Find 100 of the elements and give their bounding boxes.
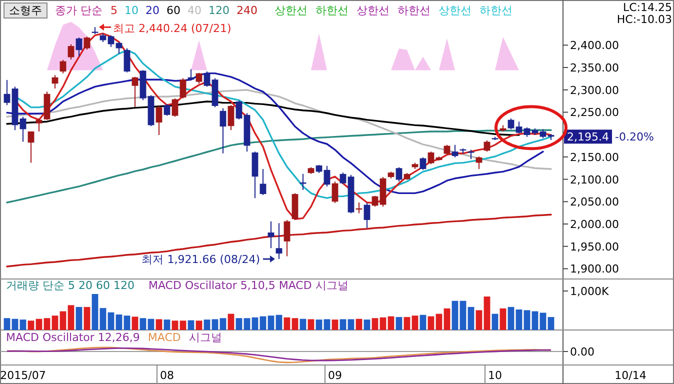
y-tick-label: 1,950.00: [570, 240, 619, 254]
x-tick-label: 2015/07: [0, 369, 46, 382]
bar: [188, 320, 194, 330]
bar: [332, 320, 338, 330]
bar: [324, 319, 330, 330]
y-tick-label: 2,400.00: [570, 39, 619, 52]
bar: [132, 316, 138, 330]
bar: [404, 317, 410, 330]
y-tick-label: 2,250.00: [570, 106, 619, 120]
bar: [76, 306, 82, 330]
bar: [364, 320, 370, 330]
bar: [196, 320, 202, 330]
bar: [124, 316, 130, 330]
text: LC:14.25: [622, 1, 672, 14]
bar: [412, 316, 418, 330]
bar: [252, 317, 258, 330]
annotation: 상한선: [438, 4, 472, 17]
bar: [340, 319, 346, 330]
chart-title: 거래량 단순 5 20 60 120: [6, 279, 134, 292]
bar: [100, 308, 106, 330]
bar: [524, 310, 530, 330]
text: 10: [124, 4, 138, 17]
bar: [204, 320, 210, 330]
bar: [148, 318, 154, 330]
bar: [420, 314, 426, 330]
bar: [12, 318, 18, 330]
bar: [228, 314, 234, 330]
bar: [68, 305, 74, 330]
annotation: 최저 1,921.66 (08/24): [142, 253, 260, 266]
bar: [4, 318, 10, 330]
bar: [260, 316, 266, 330]
chart-title: MACD Oscillator 12,26,9: [6, 331, 140, 344]
bar: [540, 312, 546, 330]
bar: [356, 318, 362, 330]
series-label: 시그널: [188, 331, 222, 344]
text: 2,195.4: [567, 130, 609, 144]
x-tick-label: 09: [328, 369, 342, 382]
bar: [380, 317, 386, 330]
bar: [308, 319, 314, 330]
bar: [92, 294, 98, 330]
annotation: 하한선: [398, 4, 430, 17]
bar: [396, 317, 402, 330]
x-tick-label: 08: [160, 369, 174, 382]
bar: [276, 314, 282, 330]
bar: [28, 320, 34, 330]
bar: [108, 312, 114, 330]
bar: [436, 314, 442, 330]
bar: [84, 306, 90, 330]
text: 120: [208, 4, 230, 17]
bar: [244, 318, 250, 330]
bar: [52, 316, 58, 330]
text: -0.20%: [615, 130, 654, 144]
y-tick-label: 2,000.00: [570, 218, 619, 232]
annotation: 상한선: [274, 4, 308, 17]
bar: [484, 296, 490, 330]
text: 1,000K: [570, 285, 610, 298]
annotation: 상한선: [356, 4, 390, 17]
annotation: 최고 2,440.24 (07/21): [113, 22, 232, 36]
bar: [172, 320, 178, 330]
bar: [212, 319, 218, 330]
bar: [476, 310, 482, 330]
text: HC:-10.03: [616, 13, 672, 26]
bar: [180, 320, 186, 330]
y-tick-label: 2,300.00: [570, 84, 619, 97]
bar: [44, 318, 50, 330]
text: 10/14: [614, 369, 646, 382]
text: 0.00: [570, 346, 594, 358]
bar: [284, 317, 290, 330]
bar: [348, 319, 354, 330]
y-tick-label: 2,100.00: [570, 173, 619, 186]
bar: [372, 318, 378, 330]
bar: [268, 316, 274, 330]
bar: [428, 316, 434, 330]
bar: [444, 308, 450, 330]
text: 60: [166, 4, 180, 17]
text: MACD Oscillator 5,10,5 MACD 시그널: [148, 279, 348, 292]
bar: [508, 306, 514, 330]
text: 240: [236, 4, 258, 17]
bar: [316, 320, 322, 330]
bar: [156, 319, 162, 330]
annotation: 하한선: [316, 4, 348, 17]
y-tick-label: 1,900.00: [570, 262, 619, 276]
y-tick-label: 2,050.00: [570, 196, 619, 209]
bar: [388, 316, 394, 330]
line-series: [6, 100, 520, 136]
text: 20: [146, 4, 160, 17]
bar: [60, 311, 66, 330]
series-label: 5: [110, 4, 118, 17]
bar: [532, 311, 538, 330]
series-label: MACD: [148, 331, 181, 344]
bar: [116, 314, 122, 330]
bar: [452, 300, 458, 330]
bar: [500, 308, 506, 330]
annotation: 소형주: [9, 4, 42, 17]
x-tick-label: 10: [488, 369, 502, 382]
annotation: 하한선: [480, 4, 512, 17]
bar: [548, 317, 554, 330]
legend-title: 종가 단순: [55, 4, 102, 17]
bar: [140, 318, 146, 330]
line-series: [6, 72, 544, 194]
